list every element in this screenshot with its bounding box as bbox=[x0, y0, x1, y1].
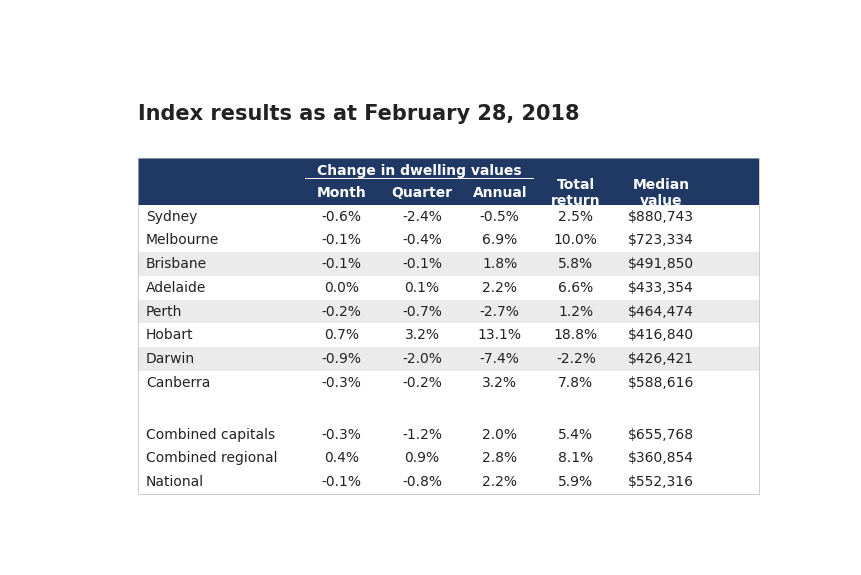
Text: 3.2%: 3.2% bbox=[481, 375, 517, 390]
Text: Change in dwelling values: Change in dwelling values bbox=[316, 163, 521, 178]
Text: $426,421: $426,421 bbox=[628, 352, 693, 366]
Bar bbox=[138, 205, 759, 229]
Text: -0.2%: -0.2% bbox=[321, 305, 361, 319]
Text: 10.0%: 10.0% bbox=[554, 233, 597, 247]
Text: Total
return: Total return bbox=[550, 178, 600, 208]
Text: Brisbane: Brisbane bbox=[146, 257, 207, 271]
Text: -0.1%: -0.1% bbox=[321, 257, 361, 271]
Text: -2.4%: -2.4% bbox=[401, 210, 442, 224]
Text: Canberra: Canberra bbox=[146, 375, 210, 390]
Text: -0.3%: -0.3% bbox=[321, 428, 361, 442]
Text: 5.4%: 5.4% bbox=[558, 428, 592, 442]
Text: -0.1%: -0.1% bbox=[401, 257, 442, 271]
Text: 2.2%: 2.2% bbox=[481, 475, 517, 489]
Text: -0.5%: -0.5% bbox=[480, 210, 519, 224]
Text: -0.1%: -0.1% bbox=[321, 475, 361, 489]
Text: -0.3%: -0.3% bbox=[321, 375, 361, 390]
Bar bbox=[138, 371, 759, 394]
Text: 1.8%: 1.8% bbox=[481, 257, 517, 271]
Text: $491,850: $491,850 bbox=[628, 257, 693, 271]
Text: -0.4%: -0.4% bbox=[401, 233, 442, 247]
Text: Median
value: Median value bbox=[632, 178, 689, 208]
Text: 5.8%: 5.8% bbox=[558, 257, 592, 271]
Text: 0.1%: 0.1% bbox=[404, 281, 439, 295]
Bar bbox=[138, 423, 759, 447]
Text: 0.9%: 0.9% bbox=[404, 451, 439, 466]
Text: $552,316: $552,316 bbox=[628, 475, 693, 489]
Text: 7.8%: 7.8% bbox=[558, 375, 592, 390]
Bar bbox=[138, 394, 759, 423]
Bar bbox=[138, 323, 759, 347]
Text: 2.5%: 2.5% bbox=[558, 210, 592, 224]
Text: Melbourne: Melbourne bbox=[146, 233, 219, 247]
Text: 6.6%: 6.6% bbox=[558, 281, 592, 295]
Text: 0.4%: 0.4% bbox=[324, 451, 358, 466]
Text: Annual: Annual bbox=[472, 186, 526, 200]
Text: $360,854: $360,854 bbox=[628, 451, 693, 466]
Text: Hobart: Hobart bbox=[146, 328, 193, 342]
Bar bbox=[138, 300, 759, 323]
Text: 13.1%: 13.1% bbox=[477, 328, 521, 342]
Text: Perth: Perth bbox=[146, 305, 182, 319]
Text: -0.1%: -0.1% bbox=[321, 233, 361, 247]
Text: $464,474: $464,474 bbox=[628, 305, 693, 319]
Bar bbox=[138, 229, 759, 252]
Text: -2.7%: -2.7% bbox=[480, 305, 519, 319]
Text: Month: Month bbox=[316, 186, 366, 200]
Text: Adelaide: Adelaide bbox=[146, 281, 206, 295]
Text: 0.0%: 0.0% bbox=[324, 281, 358, 295]
Bar bbox=[138, 252, 759, 276]
Text: -0.2%: -0.2% bbox=[401, 375, 442, 390]
Text: Darwin: Darwin bbox=[146, 352, 195, 366]
Text: $433,354: $433,354 bbox=[628, 281, 693, 295]
Text: 1.2%: 1.2% bbox=[558, 305, 592, 319]
Text: Quarter: Quarter bbox=[391, 186, 452, 200]
Text: National: National bbox=[146, 475, 204, 489]
Text: 6.9%: 6.9% bbox=[481, 233, 517, 247]
Text: -1.2%: -1.2% bbox=[401, 428, 442, 442]
Text: $588,616: $588,616 bbox=[628, 375, 694, 390]
Text: $880,743: $880,743 bbox=[628, 210, 693, 224]
Text: Index results as at February 28, 2018: Index results as at February 28, 2018 bbox=[138, 105, 579, 124]
Bar bbox=[138, 447, 759, 470]
Bar bbox=[138, 276, 759, 300]
Text: -0.8%: -0.8% bbox=[401, 475, 442, 489]
Text: 8.1%: 8.1% bbox=[558, 451, 592, 466]
Text: -2.0%: -2.0% bbox=[401, 352, 442, 366]
Text: 18.8%: 18.8% bbox=[553, 328, 598, 342]
Bar bbox=[138, 470, 759, 494]
Text: -2.2%: -2.2% bbox=[555, 352, 595, 366]
Text: 2.8%: 2.8% bbox=[481, 451, 517, 466]
Text: $416,840: $416,840 bbox=[628, 328, 693, 342]
Text: 5.9%: 5.9% bbox=[558, 475, 592, 489]
Text: Combined regional: Combined regional bbox=[146, 451, 277, 466]
Text: -0.9%: -0.9% bbox=[321, 352, 361, 366]
Text: 2.0%: 2.0% bbox=[481, 428, 517, 442]
Bar bbox=[138, 347, 759, 371]
Text: 0.7%: 0.7% bbox=[324, 328, 358, 342]
Text: Sydney: Sydney bbox=[146, 210, 197, 224]
Text: -7.4%: -7.4% bbox=[480, 352, 519, 366]
Text: Combined capitals: Combined capitals bbox=[146, 428, 275, 442]
Text: -0.6%: -0.6% bbox=[321, 210, 361, 224]
Text: 2.2%: 2.2% bbox=[481, 281, 517, 295]
Text: $655,768: $655,768 bbox=[628, 428, 693, 442]
Text: $723,334: $723,334 bbox=[628, 233, 693, 247]
Text: -0.7%: -0.7% bbox=[401, 305, 442, 319]
Text: 3.2%: 3.2% bbox=[404, 328, 439, 342]
